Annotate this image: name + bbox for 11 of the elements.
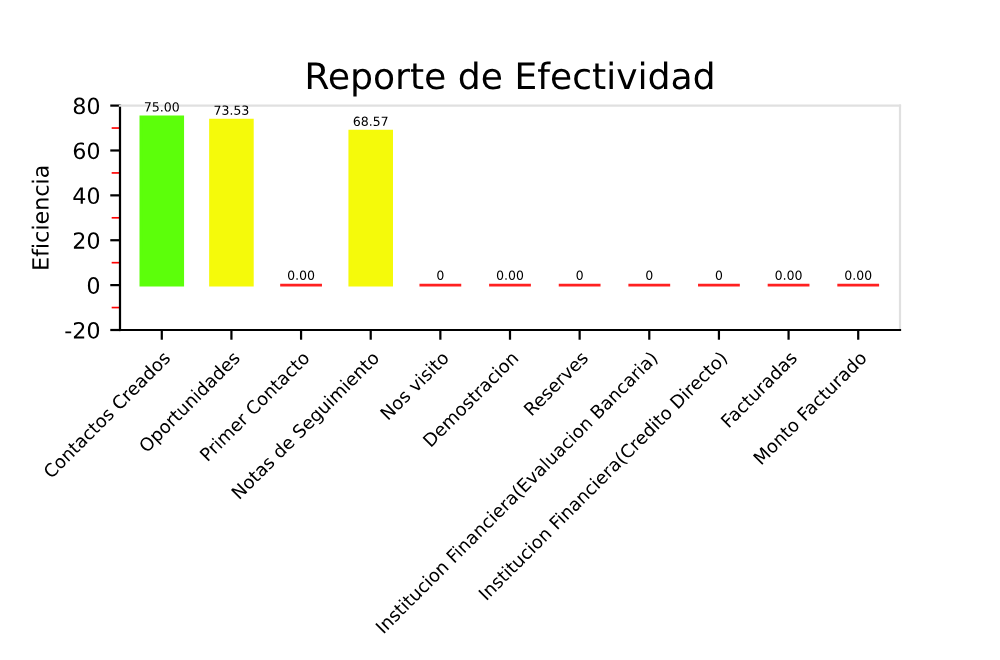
y-tick-label: 40 — [73, 187, 100, 205]
y-axis-title: Eficiencia — [31, 166, 49, 269]
y-tick-label: 20 — [73, 232, 100, 249]
y-tick-label: 0 — [87, 277, 100, 294]
y-tick-label: -20 — [65, 321, 100, 339]
y-tick-label: 60 — [73, 142, 100, 160]
bar — [139, 115, 185, 287]
y-tick-label: 80 — [73, 97, 100, 115]
bar — [209, 118, 254, 287]
chart-title: Reporte de Efectividad — [307, 61, 713, 97]
bar — [348, 129, 393, 287]
